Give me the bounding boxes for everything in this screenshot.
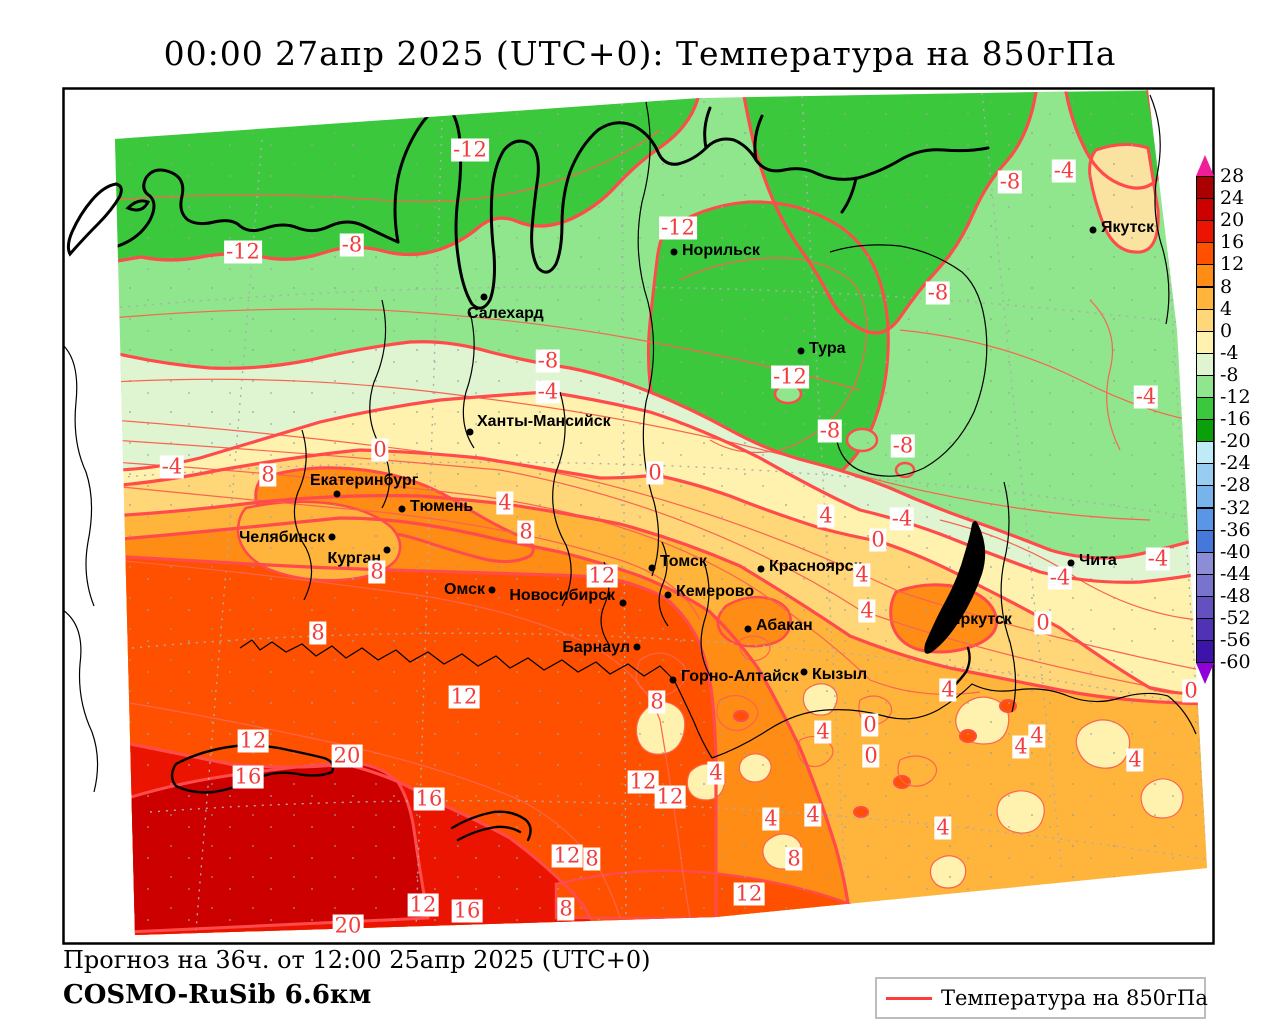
- region-borders: [239, 101, 1169, 759]
- forecast-info: Прогноз на 36ч. от 12:00 25апр 2025 (UTC…: [63, 946, 651, 974]
- page-title: 00:00 27апр 2025 (UTC+0): Температура на…: [163, 34, 1117, 73]
- outside-domain-geography: [62, 94, 1197, 793]
- legend-label: Температура на 850гПа: [941, 986, 1208, 1010]
- legend-line-sample: [886, 996, 932, 1000]
- model-info: COSMO-RuSib 6.6км: [63, 980, 372, 1010]
- temperature-field: [115, 90, 1207, 935]
- legend-box: Температура на 850гПа: [875, 977, 1208, 1019]
